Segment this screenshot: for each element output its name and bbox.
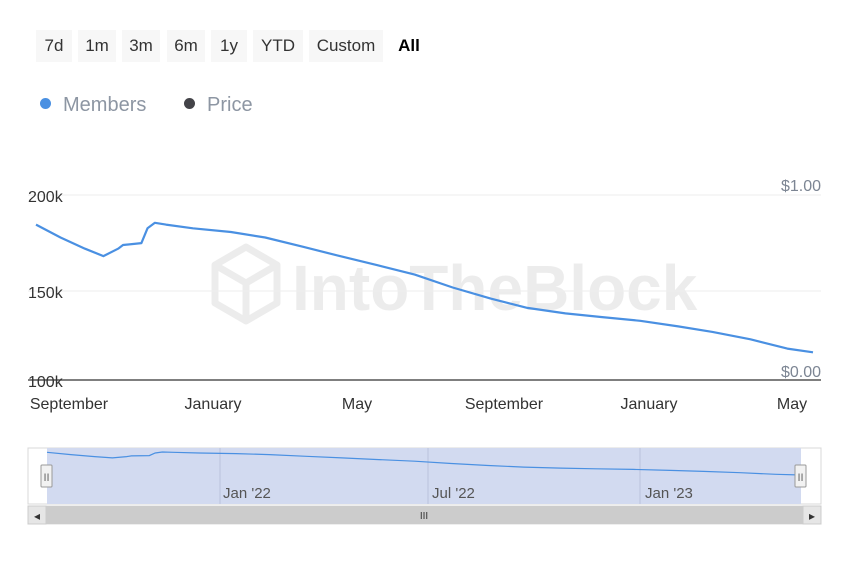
navigator-tick-label: Jan '23	[645, 485, 693, 502]
navigator-tick-label: Jan '22	[223, 485, 271, 502]
navigator-handle-left-grip: II	[43, 472, 49, 484]
scroll-left-icon: ◂	[34, 509, 40, 523]
range-button-all[interactable]: All	[389, 30, 429, 62]
y-right-tick-label-0: $0.00	[781, 364, 821, 381]
scrollbar-grip-icon: III	[420, 511, 428, 522]
range-button-1m[interactable]: 1m	[78, 30, 116, 62]
y-right-tick-label-1: $1.00	[781, 178, 821, 195]
legend-dot-members	[40, 98, 51, 109]
range-button-7d[interactable]: 7d	[36, 30, 72, 62]
legend-label-members: Members	[63, 94, 147, 116]
navigator-tick-label: Jul '22	[432, 485, 475, 502]
x-tick-label-september-2021: September	[30, 396, 109, 413]
y-tick-label-100k: 100k	[28, 374, 64, 391]
navigator-selection[interactable]	[47, 448, 801, 504]
x-tick-label-may-2022: May	[342, 396, 372, 413]
watermark: IntoTheBlock	[211, 243, 698, 325]
y-tick-label-150k: 150k	[28, 285, 64, 302]
y-tick-label-200k: 200k	[28, 189, 64, 206]
navigator: Jan '22 Jul '22 Jan '23 II II	[27, 447, 822, 505]
legend-item-members[interactable]: Members	[40, 94, 146, 117]
scrollbar-right-button[interactable]	[802, 505, 822, 525]
x-tick-label-september-2022: September	[465, 396, 544, 413]
scroll-right-icon: ▸	[809, 509, 815, 523]
legend-label-price: Price	[207, 94, 253, 116]
series-line-members	[35, 221, 814, 354]
scrollbar-thumb[interactable]	[46, 506, 803, 524]
navigator-handle-right-box[interactable]	[794, 464, 807, 488]
legend-dot-price	[184, 98, 195, 109]
x-tick-label-january-2023: January	[621, 396, 678, 413]
navigator-handle-left[interactable]: II	[40, 464, 53, 488]
range-button-ytd[interactable]: YTD	[253, 30, 303, 62]
watermark-text: IntoTheBlock	[292, 252, 698, 324]
navigator-handle-right[interactable]: II	[794, 464, 807, 488]
navigator-handle-right-grip: II	[797, 472, 803, 484]
x-tick-label-may-2023: May	[777, 396, 807, 413]
scrollbar-left-button[interactable]	[27, 505, 47, 525]
x-tick-label-january-2022: January	[185, 396, 242, 413]
range-button-3m[interactable]: 3m	[122, 30, 160, 62]
intotheblock-logo-icon	[211, 243, 281, 325]
range-button-6m[interactable]: 6m	[167, 30, 205, 62]
navigator-handle-left-box[interactable]	[40, 464, 53, 488]
range-button-custom[interactable]: Custom	[309, 30, 383, 62]
range-button-1y[interactable]: 1y	[211, 30, 247, 62]
scrollbar[interactable]: ◂ ▸ III	[27, 505, 822, 525]
legend-item-price[interactable]: Price	[184, 94, 253, 117]
navigator-series-line	[46, 451, 802, 476]
